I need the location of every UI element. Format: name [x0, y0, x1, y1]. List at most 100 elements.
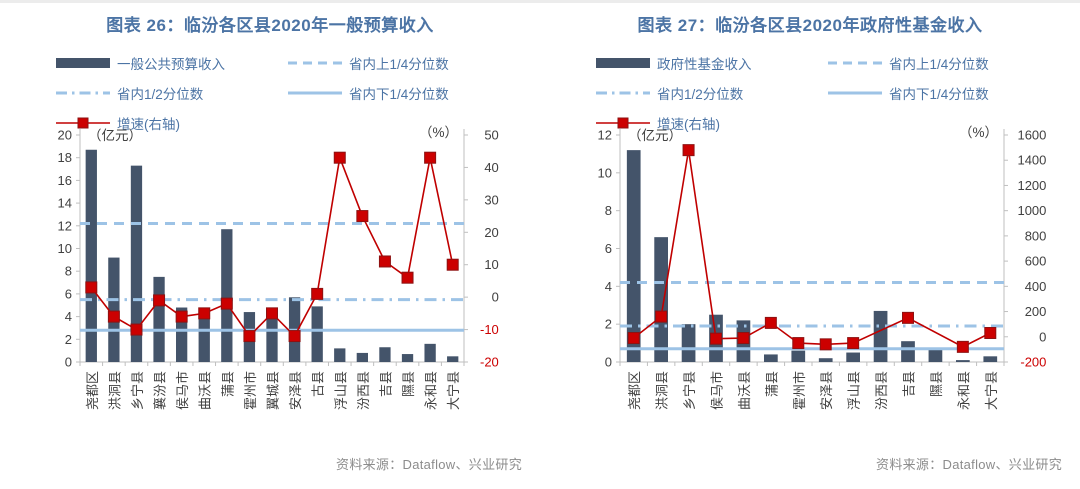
x-category-label: 蒲县	[220, 371, 235, 397]
y-right-tick-label: 20	[484, 225, 498, 240]
growth-markers	[627, 144, 997, 353]
growth-marker	[333, 151, 346, 164]
y-right-tick-label: 1400	[1017, 153, 1046, 168]
bar	[956, 360, 970, 362]
y-left-tick-label: 0	[605, 355, 612, 370]
bar-swatch-icon	[596, 58, 650, 68]
y-left-tick-label: 10	[58, 241, 72, 256]
bar	[379, 347, 391, 362]
x-category-label: 襄汾县	[153, 371, 168, 410]
growth-line	[633, 150, 991, 348]
top-divider	[0, 0, 1080, 3]
y-right-tick-label: 1600	[1017, 128, 1046, 143]
growth-marker	[710, 332, 722, 345]
growth-marker	[243, 330, 256, 343]
y-left-tick-label: 10	[598, 165, 612, 180]
bar	[791, 350, 806, 362]
legend-label: 省内1/2分位数	[657, 87, 744, 102]
legend-item-growth: 增速(右轴)	[56, 113, 284, 133]
y-right-tick-label: 40	[484, 160, 498, 175]
legend-label: 政府性基金收入	[657, 57, 752, 72]
growth-marker	[288, 330, 301, 343]
y-right-tick-label: -200	[1020, 355, 1046, 370]
x-category-label: 霍州市	[243, 371, 258, 410]
x-category-label: 隰县	[401, 371, 416, 397]
growth-marker	[130, 323, 143, 336]
growth-marker	[401, 271, 414, 284]
y-left-tick-label: 4	[65, 309, 72, 324]
legend-label: 省内下1/4分位数	[349, 87, 449, 102]
bar	[176, 307, 188, 362]
unit-right-label: （%）	[959, 125, 998, 140]
legend-label: 增速(右轴)	[657, 117, 720, 132]
y-left-tick-label: 12	[58, 218, 72, 233]
bar	[873, 310, 888, 362]
growth-marker	[764, 316, 777, 329]
chart-27-title: 图表 27：临汾各区县2020年政府性基金收入	[637, 16, 983, 35]
legend-item-bar: 政府性基金收入	[596, 53, 824, 73]
growth-marker	[627, 332, 640, 345]
growth-marker	[311, 287, 324, 300]
dashed-swatch-icon	[288, 61, 342, 65]
growth-marker	[682, 144, 695, 157]
chart-26-legend: 一般公共预算收入 省内上1/4分位数 省内1/2分位数 省内下1/4分位数 增速(右轴)	[56, 53, 534, 133]
bar	[983, 356, 998, 362]
growth-marker	[424, 151, 437, 164]
solid-swatch-icon	[288, 91, 342, 95]
legend-item-growth: 增速(右轴)	[596, 113, 824, 133]
growth-marker	[956, 340, 969, 353]
y-left-tick-label: 2	[65, 332, 72, 347]
growth-marker	[847, 337, 860, 350]
legend-item-dashed: 省内上1/4分位数	[288, 53, 534, 73]
x-category-label: 尧都区	[85, 371, 100, 410]
unit-left-label: （亿元）	[88, 128, 142, 143]
x-category-label: 汾西县	[874, 371, 889, 410]
bar	[130, 165, 143, 362]
growth-marker	[819, 338, 832, 351]
y-right-tick-label: 1200	[1017, 178, 1046, 193]
x-category-label: 翼城县	[266, 371, 281, 410]
y-right-tick-label: 0	[492, 290, 499, 305]
y-right-tick-label: 0	[1039, 329, 1046, 344]
growth-marker	[220, 297, 233, 310]
bar	[626, 150, 641, 362]
growth-marker	[446, 258, 459, 271]
bar	[901, 341, 915, 362]
bar	[356, 352, 368, 362]
axes: 0 2 4 6 8 10 12 14 16 18 20 -20 -10 0 10 20 30 40 50	[58, 128, 499, 370]
bar	[334, 348, 346, 362]
x-category-label: 古县	[311, 371, 326, 397]
legend-label: 省内下1/4分位数	[889, 87, 989, 102]
growth-marker	[737, 332, 750, 345]
legend-label: 增速(右轴)	[117, 117, 180, 132]
x-category-label: 曲沃县	[737, 371, 752, 410]
bar	[447, 356, 459, 362]
solid-swatch-icon	[828, 91, 882, 95]
bar	[681, 324, 696, 362]
growth-marker	[984, 326, 997, 339]
y-right-tick-label: 10	[484, 257, 498, 272]
growth-markers	[85, 151, 459, 343]
growth-marker	[107, 310, 120, 323]
x-category-label: 隰县	[929, 371, 944, 397]
y-right-tick-label: 600	[1025, 254, 1047, 269]
bar	[846, 352, 860, 362]
x-category-label: 侯马市	[710, 371, 725, 410]
chart-27-plot: 0 2 4 6 8 10 12 -200 0 200 400 600 800 1000 1200 1400 16…	[598, 125, 1047, 410]
dashed-swatch-icon	[828, 61, 882, 65]
x-category-label: 吉县	[902, 371, 917, 397]
legend-item-dashed: 省内上1/4分位数	[828, 53, 1074, 73]
y-left-tick-label: 8	[605, 203, 612, 218]
y-left-tick-label: 6	[65, 286, 72, 301]
growth-marker	[655, 310, 668, 323]
bar	[108, 257, 120, 362]
y-left-tick-label: 2	[605, 317, 612, 332]
chart-27-source: 资料来源：Dataflow、兴业研究	[876, 457, 1062, 472]
legend-item-dashdot: 省内1/2分位数	[596, 83, 824, 103]
x-category-label: 霍州市	[792, 371, 807, 410]
bar	[85, 149, 97, 362]
y-left-tick-label: 20	[58, 128, 72, 143]
x-category-label: 乡宁县	[130, 371, 145, 410]
y-left-tick-label: 14	[58, 196, 72, 211]
x-category-label: 洪洞县	[107, 371, 122, 410]
